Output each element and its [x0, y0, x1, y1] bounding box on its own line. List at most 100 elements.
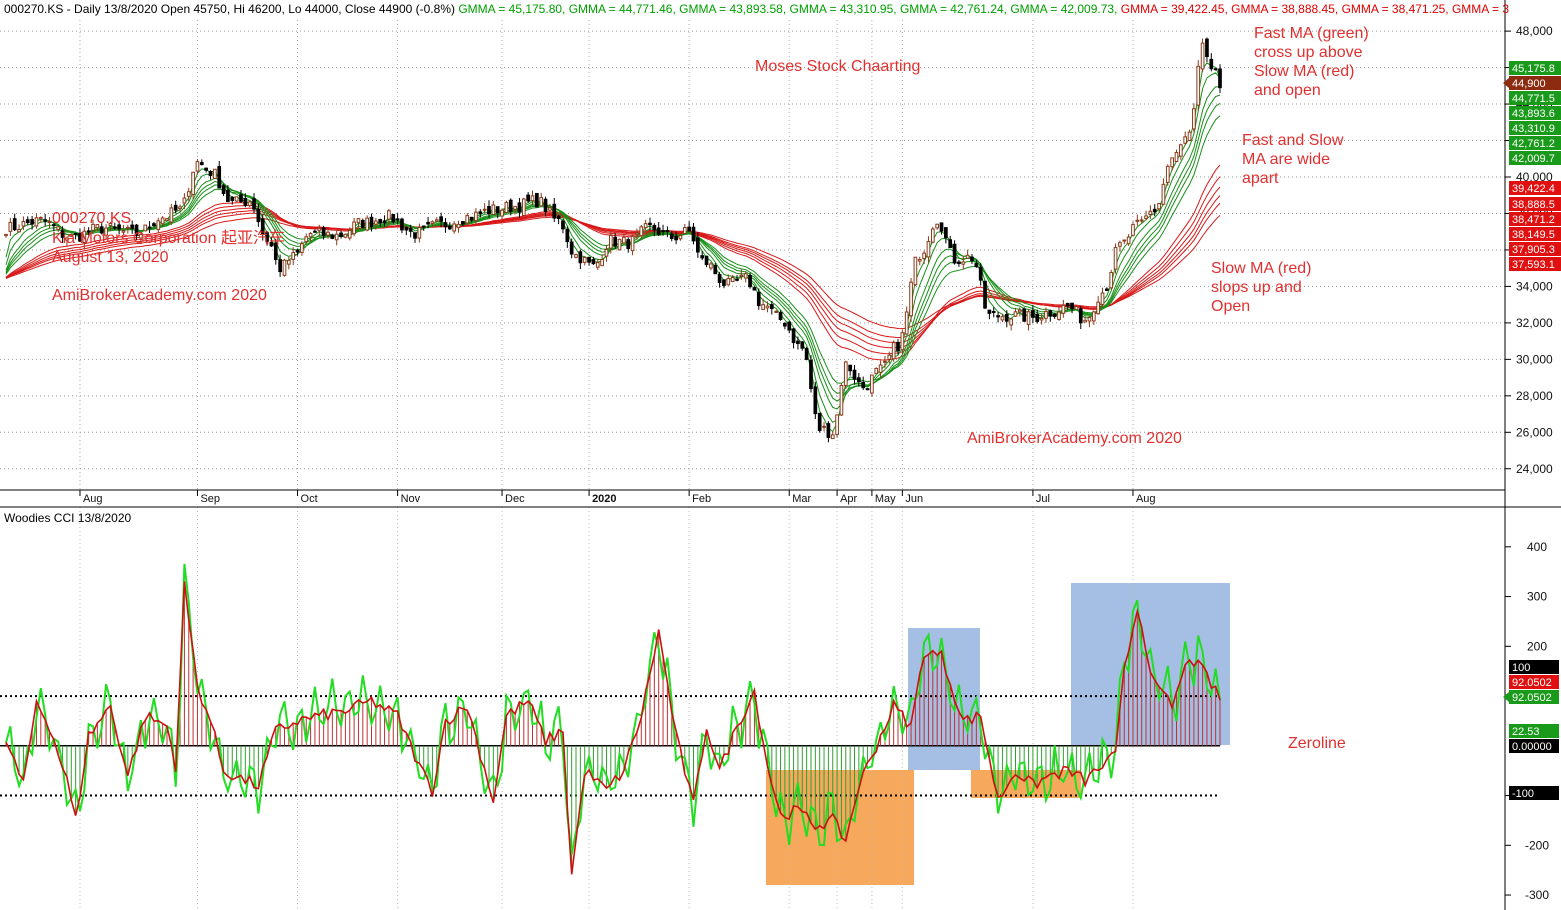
- candle-body: [160, 217, 165, 225]
- candle-body: [1135, 219, 1140, 222]
- price-tick-label: 24,000: [1516, 462, 1553, 476]
- candle-body: [839, 384, 844, 416]
- candle-body: [8, 221, 13, 232]
- candle-body: [948, 239, 953, 248]
- candle-body: [822, 425, 826, 428]
- candle-body: [491, 204, 496, 215]
- date-label: August 13, 2020: [52, 249, 169, 266]
- candle-body: [556, 215, 561, 219]
- price-tags: 45,175.8 44,900 44,771.5 43,893.6 43,310.9 42…: [1503, 61, 1561, 271]
- candle-body: [121, 230, 126, 233]
- month-label: Mar: [792, 493, 811, 505]
- price-tag: 38,888.5: [1509, 197, 1561, 211]
- fast-cross-1: Fast MA (green): [1254, 25, 1369, 42]
- candle-body: [421, 225, 426, 228]
- price-tick-label: 28,000: [1516, 389, 1553, 403]
- price-tag: 42,761.2: [1509, 136, 1561, 150]
- header-segment-1: GMMA = 45,175.80,: [458, 2, 568, 16]
- price-tag-text: 38,471.2: [1512, 214, 1555, 226]
- candle-body: [939, 222, 944, 232]
- candle-body: [243, 197, 248, 206]
- candle-body: [878, 364, 883, 373]
- candle-body: [665, 230, 670, 233]
- candle-body: [643, 223, 648, 229]
- zeroline-label: Zeroline: [1288, 735, 1346, 752]
- candle-body: [613, 236, 618, 247]
- candle-body: [691, 226, 696, 242]
- candle-body: [439, 216, 443, 222]
- price-tag-text: 44,900: [1512, 78, 1546, 90]
- candle-body: [317, 227, 322, 231]
- candle-body: [1057, 311, 1061, 320]
- candle-body: [917, 258, 922, 262]
- candle-body: [474, 211, 478, 222]
- candle-body: [717, 274, 722, 284]
- candle-body: [852, 369, 857, 380]
- price-tag-text: 42,761.2: [1512, 138, 1555, 150]
- candle-body: [865, 388, 870, 391]
- candle-body: [521, 198, 526, 217]
- candle-body: [1083, 319, 1087, 323]
- cci-tick-label: 200: [1527, 639, 1547, 653]
- candle-body: [709, 263, 713, 269]
- candle-body: [696, 237, 700, 253]
- price-tag-text: 38,149.5: [1512, 229, 1555, 241]
- candle-body: [165, 218, 169, 221]
- candle-body: [452, 223, 457, 232]
- cci-tag: 92.0502: [1509, 690, 1559, 704]
- candle-body: [682, 227, 687, 235]
- candle-body: [661, 230, 665, 233]
- header-segment-3: GMMA = 43,893.58,: [679, 2, 789, 16]
- site-label-1: AmiBrokerAcademy.com 2020: [52, 287, 267, 304]
- candle-body: [391, 214, 396, 223]
- candle-body: [952, 243, 957, 264]
- cci-grid: [0, 507, 1220, 910]
- candle-body: [1013, 311, 1018, 317]
- candle-body: [456, 223, 461, 229]
- candle-body: [295, 249, 300, 253]
- candle-body: [678, 235, 683, 240]
- candle-body: [548, 207, 552, 211]
- header-segment-2: GMMA = 44,771.46,: [569, 2, 679, 16]
- candle-body: [809, 359, 813, 389]
- fast-gmma-line-0: [5, 62, 1221, 433]
- candle-body: [761, 304, 765, 310]
- cci-pointer: [1503, 692, 1509, 702]
- candle-body: [1196, 65, 1201, 106]
- candle-body: [1148, 210, 1153, 215]
- candle-body: [134, 224, 139, 236]
- price-tag: 45,175.8: [1509, 61, 1561, 75]
- candle-body: [804, 348, 809, 360]
- candle-body: [143, 224, 148, 232]
- candle-body: [1035, 313, 1040, 322]
- candle-body: [626, 239, 631, 250]
- candle-body: [487, 206, 491, 215]
- candle-body: [378, 219, 383, 224]
- header-segment-10: GMMA = 3: [1452, 2, 1509, 16]
- candle-body: [91, 223, 95, 231]
- cci-tags: 100 92.0502 92.0502 22.53 0.00000 -100: [1503, 660, 1559, 800]
- candle-body: [360, 219, 365, 229]
- candle-body: [326, 231, 330, 236]
- candle-body: [861, 381, 866, 389]
- candle-body: [356, 218, 361, 223]
- candle-body: [656, 227, 661, 235]
- header-segment-9: GMMA = 38,471.25,: [1342, 2, 1452, 16]
- candle-body: [291, 252, 296, 260]
- cci-tag: 22.53: [1509, 724, 1559, 738]
- candle-body: [86, 230, 91, 233]
- candle-body: [891, 342, 896, 360]
- month-label: Aug: [83, 493, 103, 505]
- candle-body: [978, 266, 983, 281]
- candle-body: [447, 225, 452, 230]
- candle-body: [595, 262, 600, 268]
- candle-body: [800, 341, 805, 349]
- candle-body: [965, 254, 970, 259]
- candle-body: [369, 216, 374, 228]
- candle-body: [674, 235, 678, 241]
- candle-body: [73, 232, 78, 235]
- candle-body: [469, 216, 474, 221]
- slow-slope-2: slops up and: [1211, 279, 1302, 296]
- month-label: Oct: [301, 493, 318, 505]
- candle-body: [374, 220, 378, 225]
